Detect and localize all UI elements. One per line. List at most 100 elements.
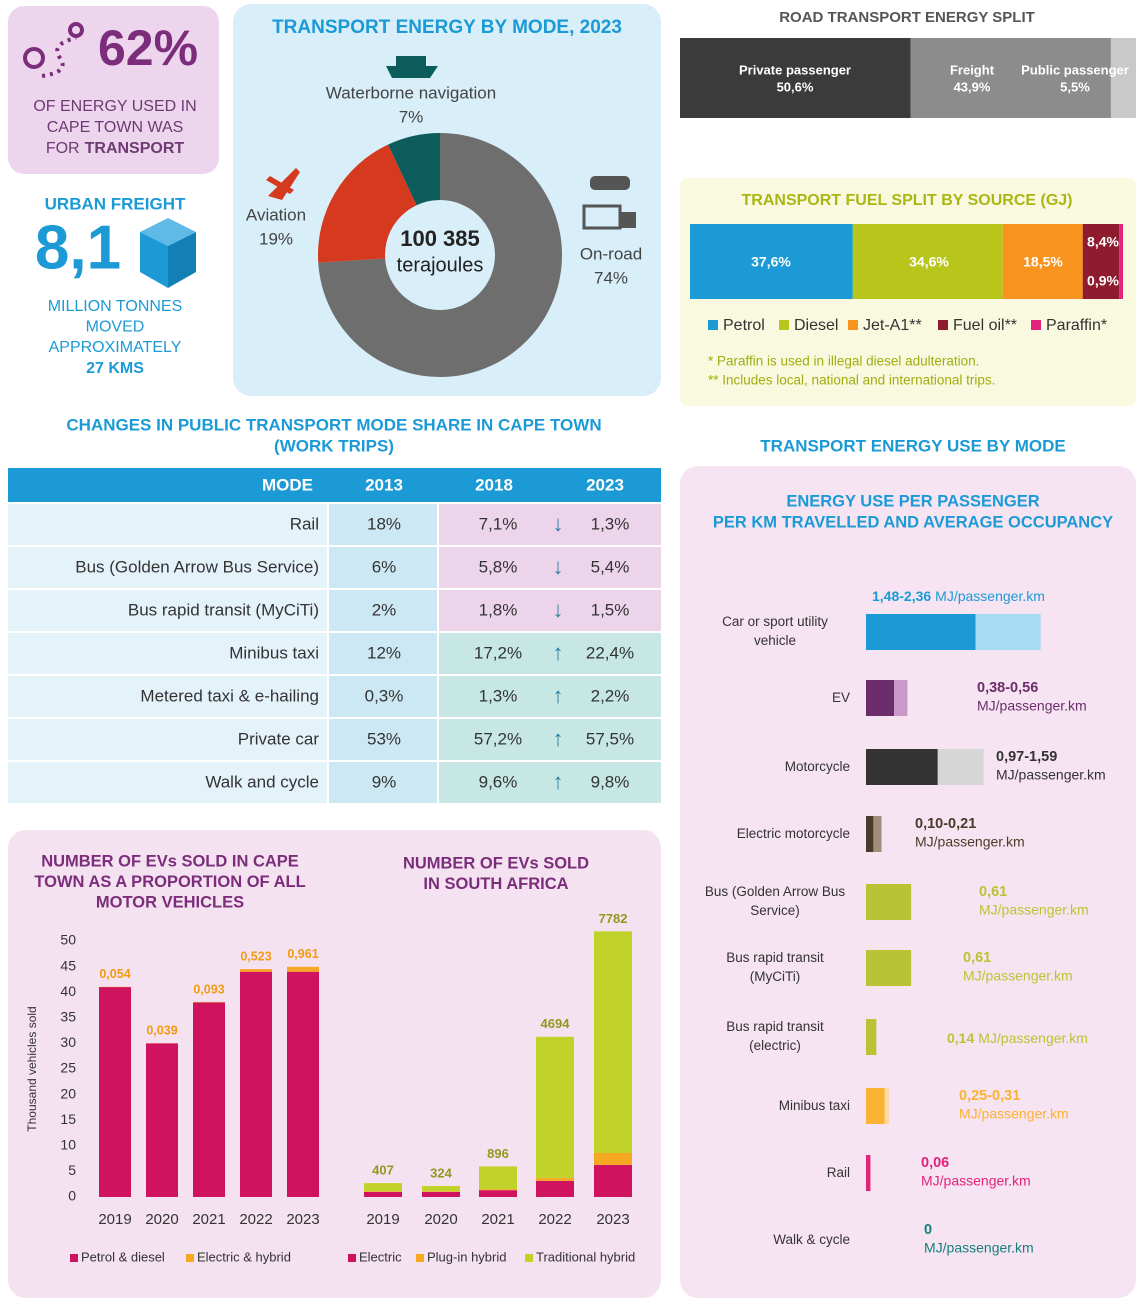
cell-bg [439, 676, 661, 717]
x-tick-label: 2021 [481, 1211, 514, 1228]
y-tick-label: 40 [60, 983, 76, 999]
stat-text: MOVED [86, 319, 145, 336]
category-label: Rail [826, 1164, 850, 1180]
value-label: 0,97-1,59 [996, 749, 1057, 765]
value-label: 0 [924, 1222, 932, 1238]
cell: 22,4% [586, 643, 634, 662]
legend-label: Electric [359, 1249, 402, 1264]
category-wrap: Bus (Golden Arrow Bus Service) [690, 877, 850, 927]
x-tick-label: 2022 [538, 1211, 571, 1228]
trend-arrow: ↑ [553, 683, 564, 708]
category-box: Bus (Golden Arrow Bus Service) [690, 877, 850, 927]
category-wrap: Bus rapid transit (MyCiTi) [690, 943, 850, 993]
bar [422, 1191, 460, 1197]
category-wrap: Walk & cycle [690, 1215, 850, 1265]
stat-text: OF ENERGY USED IN [33, 98, 196, 115]
legend-swatch [70, 1254, 78, 1262]
cell-bg [8, 504, 327, 545]
category-wrap: Electric motorcycle [690, 809, 850, 859]
bar [287, 971, 319, 1197]
cell-bg [439, 762, 661, 803]
mode-cell: Minibus taxi [229, 643, 319, 662]
category-box: Motorcycle [690, 742, 850, 792]
note: * Paraffin is used in illegal diesel adu… [708, 354, 979, 369]
bar [287, 966, 319, 972]
data-label: 324 [430, 1165, 452, 1180]
segment-value: 19% [259, 229, 293, 248]
y-tick-label: 35 [60, 1009, 76, 1025]
table-title: (WORK TRIPS) [274, 436, 394, 455]
cell: 53% [367, 729, 401, 748]
y-tick-label: 0 [68, 1188, 76, 1204]
unit: MJ/passenger.km [935, 588, 1045, 604]
unit-label: MJ/passenger.km [963, 968, 1073, 984]
cell: 2,2% [591, 686, 630, 705]
data-label: 0,523 [240, 949, 271, 963]
bar [594, 931, 632, 1153]
data-label: 896 [487, 1146, 509, 1161]
cell: 1,5% [591, 600, 630, 619]
cell-bg [8, 676, 327, 717]
cell: 6% [372, 557, 397, 576]
y-tick-label: 50 [60, 932, 76, 948]
category-box: Rail [826, 1164, 850, 1180]
category-wrap: Motorcycle [690, 742, 850, 792]
category-wrap: Minibus taxi [690, 1081, 850, 1131]
y-tick-label: 45 [60, 957, 76, 973]
bar-segment [1119, 224, 1123, 299]
trend-arrow: ↑ [553, 640, 564, 665]
value-label: 0,38-0,56 [977, 680, 1038, 696]
cell: 1,8% [479, 600, 518, 619]
cell-bg [329, 590, 437, 631]
donut-segment [318, 144, 417, 263]
category-label: Minibus taxi [778, 1097, 850, 1113]
cell-bg [8, 762, 327, 803]
stat-lead: FOR [46, 140, 80, 157]
category-box: Bus rapid transit (electric) [726, 1019, 824, 1053]
legend-label: Traditional hybrid [536, 1249, 635, 1264]
cell: 57,5% [586, 729, 634, 748]
bar-range [884, 1088, 889, 1124]
bar [479, 1189, 517, 1191]
y-tick-label: 25 [60, 1060, 76, 1076]
cell: 57,2% [474, 729, 522, 748]
category-label: Bus (Golden Arrow Bus Service) [704, 884, 846, 918]
energy-panel [680, 466, 1136, 1298]
bar-range [975, 614, 1041, 650]
ship-icon [386, 56, 438, 78]
mode-cell: Bus rapid transit (MyCiTi) [128, 600, 319, 619]
segment-value: 0,9% [1087, 273, 1119, 289]
value: 1,48-2,36 [872, 588, 931, 604]
cell-bg [329, 504, 437, 545]
trend-arrow: ↓ [553, 554, 564, 579]
note: ** Includes local, national and internat… [708, 373, 995, 388]
cell: 17,2% [474, 643, 522, 662]
route [41, 36, 77, 78]
mode-cell: Metered taxi & e-hailing [140, 686, 319, 705]
legend-label: Petrol [723, 317, 765, 334]
cell: 9% [372, 772, 397, 791]
y-tick-label: 20 [60, 1085, 76, 1101]
segment-value: 50,6% [777, 79, 814, 94]
bar [536, 1177, 574, 1181]
cell-bg [8, 590, 327, 631]
value: 0,14 [947, 1030, 974, 1046]
mode-cell: Private car [238, 729, 320, 748]
bar [479, 1190, 517, 1197]
bar-segment [1110, 38, 1136, 118]
category-box: EV [832, 690, 850, 705]
trend-arrow: ↓ [553, 597, 564, 622]
data-label: 4694 [541, 1016, 571, 1031]
cell-bg [8, 719, 327, 760]
mode-cell: Bus (Golden Arrow Bus Service) [75, 557, 319, 576]
stat-emphasis: 27 KMS [86, 360, 144, 377]
center-label: terajoules [397, 254, 484, 276]
bar [422, 1191, 460, 1192]
cell: 5,8% [479, 557, 518, 576]
cell-bg [329, 762, 437, 803]
bar-range [937, 749, 984, 785]
y-axis-label: Thousand vehicles sold [25, 1006, 39, 1131]
data-label: 7782 [599, 911, 628, 926]
bar [866, 1019, 877, 1055]
center-value: 100 385 [400, 226, 480, 251]
